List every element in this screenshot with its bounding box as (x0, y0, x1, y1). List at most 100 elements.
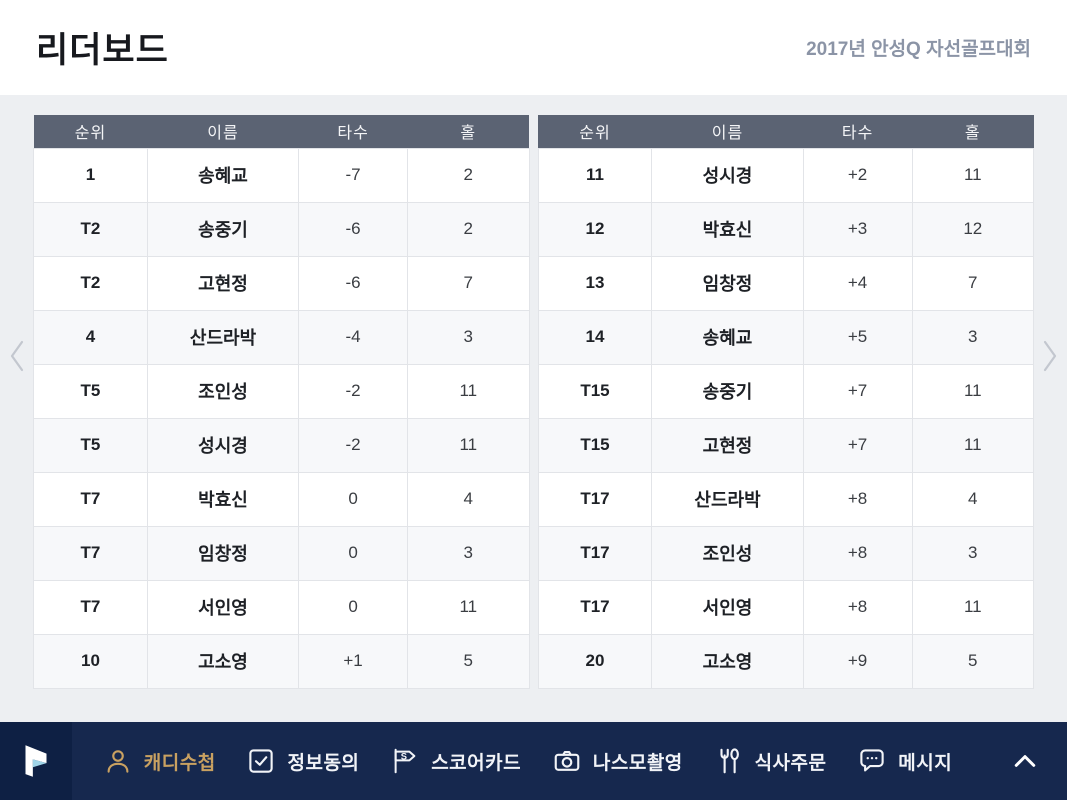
column-header: 홀 (912, 115, 1034, 148)
table-row: T7 박효신 0 4 (33, 471, 530, 527)
chevron-right-icon (1036, 336, 1062, 376)
strokes-cell: +3 (802, 201, 913, 257)
nav-item-nasmo-shoot[interactable]: 나스모촬영 (552, 746, 683, 776)
app-logo (0, 722, 72, 800)
name-cell: 송혜교 (146, 147, 300, 203)
table-header-row: 순위 이름 타수 홀 (538, 115, 1034, 148)
nav-item-label: 스코어카드 (431, 752, 522, 774)
name-cell: 고현정 (651, 417, 804, 473)
nav-item-scorecard[interactable]: S 스코어카드 (390, 746, 521, 776)
table-row: T17 서인영 +8 11 (537, 579, 1035, 635)
strokes-cell: +5 (802, 309, 913, 365)
carousel-next-button[interactable] (1036, 336, 1062, 376)
name-cell: 박효신 (146, 471, 300, 527)
rank-cell: T17 (537, 525, 653, 581)
rank-cell: T7 (33, 471, 148, 527)
rank-cell: T15 (537, 417, 653, 473)
hole-cell: 7 (407, 255, 530, 311)
hole-cell: 5 (407, 633, 530, 689)
hole-cell: 3 (911, 525, 1035, 581)
rank-cell: 20 (537, 633, 653, 689)
table-row: 10 고소영 +1 5 (33, 633, 530, 689)
strokes-cell: +8 (802, 579, 913, 635)
rank-cell: 1 (33, 147, 148, 203)
strokes-cell: 0 (298, 525, 409, 581)
strokes-cell: 0 (298, 579, 409, 635)
strokes-cell: +8 (802, 525, 913, 581)
name-cell: 성시경 (651, 147, 804, 203)
strokes-cell: -2 (298, 363, 409, 419)
name-cell: 성시경 (146, 417, 300, 473)
name-cell: 송혜교 (651, 309, 804, 365)
rank-cell: T7 (33, 579, 148, 635)
rank-cell: T5 (33, 363, 148, 419)
nav-item-label: 식사주문 (754, 752, 827, 774)
strokes-cell: +4 (802, 255, 913, 311)
hole-cell: 3 (911, 309, 1035, 365)
rank-cell: T15 (537, 363, 653, 419)
nav-item-info-consent[interactable]: 정보동의 (246, 746, 359, 776)
nav-item-meal-order[interactable]: 식사주문 (714, 746, 827, 776)
rank-cell: 12 (537, 201, 653, 257)
strokes-cell: -6 (298, 201, 409, 257)
hole-cell: 4 (911, 471, 1035, 527)
leaderboard-table-left: 순위 이름 타수 홀 1 송혜교 -7 2 T2 송중기 -6 2 T2 고현정 -6 7 4 산드라박 -4 3 T… (33, 115, 530, 689)
table-header-row: 순위 이름 타수 홀 (33, 115, 529, 148)
table-row: 13 임창정 +4 7 (537, 255, 1035, 311)
hole-cell: 11 (911, 417, 1035, 473)
name-cell: 임창정 (651, 255, 804, 311)
name-cell: 조인성 (146, 363, 300, 419)
strokes-cell: +7 (802, 417, 913, 473)
nav-item-label: 캐디수첩 (143, 752, 216, 774)
table-row: T2 송중기 -6 2 (33, 201, 530, 257)
strokes-cell: -7 (298, 147, 409, 203)
strokes-cell: -4 (298, 309, 409, 365)
page-title: 리더보드 (36, 31, 169, 70)
name-cell: 조인성 (651, 525, 804, 581)
app-logo-icon (15, 740, 57, 782)
rank-cell: T17 (537, 579, 653, 635)
table-row: 4 산드라박 -4 3 (33, 309, 530, 365)
column-header: 타수 (803, 115, 913, 148)
leaderboard-boards: 순위 이름 타수 홀 1 송혜교 -7 2 T2 송중기 -6 2 T2 고현정 -6 7 4 산드라박 -4 3 T… (33, 115, 1035, 689)
column-header: 홀 (407, 115, 529, 148)
ranking-table: 순위 이름 타수 홀 1 송혜교 -7 2 T2 송중기 -6 2 T2 고현정 -6 7 4 산드라박 -4 3 T… (33, 115, 530, 689)
collapse-nav-button[interactable] (983, 722, 1067, 800)
name-cell: 서인영 (146, 579, 300, 635)
table-row: 12 박효신 +3 12 (537, 201, 1035, 257)
table-row: 11 성시경 +2 11 (537, 147, 1035, 203)
strokes-cell: +7 (802, 363, 913, 419)
hole-cell: 11 (911, 147, 1035, 203)
table-row: T15 고현정 +7 11 (537, 417, 1035, 473)
hole-cell: 12 (911, 201, 1035, 257)
hole-cell: 7 (911, 255, 1035, 311)
rank-cell: 14 (537, 309, 653, 365)
chevron-left-icon (5, 336, 31, 376)
table-row: 14 송혜교 +5 3 (537, 309, 1035, 365)
carousel-prev-button[interactable] (5, 336, 31, 376)
nav-item-message[interactable]: 메시지 (857, 746, 952, 776)
bottom-nav: 캐디수첩 정보동의 S 스코어카드 나스모촬영 식사주문 메시지 (0, 722, 1067, 800)
rank-cell: T7 (33, 525, 148, 581)
rank-cell: T17 (537, 471, 653, 527)
table-row: T17 조인성 +8 3 (537, 525, 1035, 581)
hole-cell: 3 (407, 309, 530, 365)
camera-icon (552, 746, 582, 776)
strokes-cell: -6 (298, 255, 409, 311)
table-row: 1 송혜교 -7 2 (33, 147, 530, 203)
hole-cell: 11 (911, 579, 1035, 635)
table-row: T5 조인성 -2 11 (33, 363, 530, 419)
hole-cell: 11 (911, 363, 1035, 419)
table-row: T15 송중기 +7 11 (537, 363, 1035, 419)
rank-cell: T5 (33, 417, 148, 473)
nav-item-caddie-book[interactable]: 캐디수첩 (103, 746, 216, 776)
page-header: 리더보드 2017년 안성Q 자선골프대회 (0, 0, 1067, 95)
column-header: 순위 (33, 115, 148, 148)
table-row: T7 임창정 0 3 (33, 525, 530, 581)
column-header: 이름 (147, 115, 299, 148)
name-cell: 고소영 (146, 633, 300, 689)
rank-cell: T2 (33, 201, 148, 257)
name-cell: 고현정 (146, 255, 300, 311)
table-row: 20 고소영 +9 5 (537, 633, 1035, 689)
nav-item-label: 나스모촬영 (592, 752, 683, 774)
